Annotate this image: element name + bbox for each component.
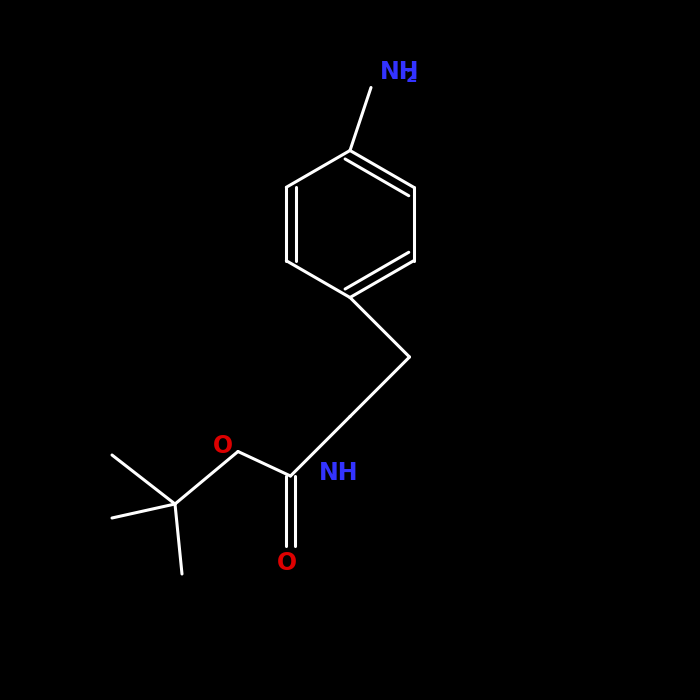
Text: O: O <box>213 434 232 458</box>
Text: NH: NH <box>318 461 358 484</box>
Text: NH: NH <box>379 60 419 84</box>
Text: O: O <box>277 552 297 575</box>
Text: 2: 2 <box>406 68 418 86</box>
